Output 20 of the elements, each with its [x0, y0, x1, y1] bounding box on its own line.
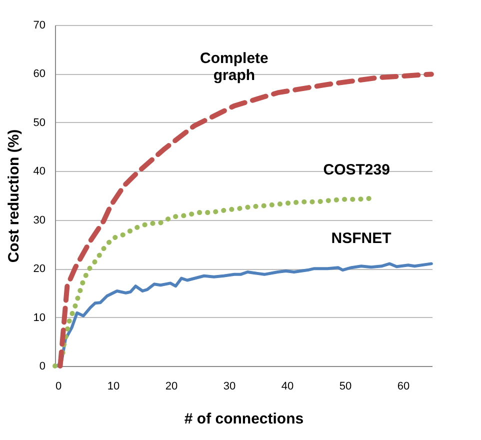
x-tick-label: 10: [107, 380, 120, 392]
y-axis-title: Cost reduction (%): [5, 129, 22, 263]
x-tick-label: 0: [56, 380, 62, 392]
x-tick-label: 20: [165, 380, 178, 392]
series-label: COST239: [323, 161, 390, 178]
series-label: Complete graph: [200, 50, 268, 84]
y-tick-label: 0: [39, 360, 46, 372]
y-tick-label: 20: [33, 263, 46, 276]
series-label: NSFNET: [331, 230, 392, 248]
y-tick-label: 70: [33, 20, 46, 32]
x-tick-label: 60: [397, 380, 410, 392]
x-axis-title: # of connections: [184, 410, 304, 428]
x-tick-label: 40: [281, 380, 294, 392]
y-tick-label: 50: [33, 116, 46, 129]
x-tick-label: 50: [339, 380, 352, 392]
x-tick-label: 30: [223, 380, 236, 392]
y-tick-label: 30: [33, 214, 46, 226]
y-tick-label: 40: [33, 166, 46, 178]
y-tick-label: 10: [33, 312, 46, 324]
y-tick-label: 60: [33, 68, 46, 80]
